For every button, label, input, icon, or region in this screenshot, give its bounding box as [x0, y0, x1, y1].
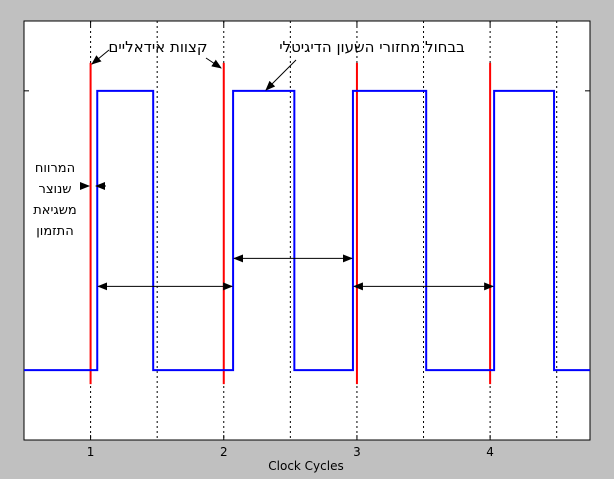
annotation-digital-signal: בבחול מחזורי השעון הדיגיטלי: [279, 38, 465, 56]
annotation-jitter-line-4: התזמון: [36, 224, 73, 239]
annotation-jitter-line-3: משגיאת: [33, 203, 77, 218]
x-tick-label: 1: [87, 445, 95, 459]
pointer-ideal-edge-left: [91, 49, 110, 65]
annotation-jitter-line-2: שנוצר: [38, 182, 71, 197]
x-axis-tick-labels: 1 2 3 4: [87, 445, 494, 459]
signal-series: [24, 89, 590, 372]
pointer-digital-signal: [265, 59, 297, 91]
signal-line: [24, 89, 590, 372]
ideal-edge-lines: [89, 62, 492, 385]
x-tick-label: 4: [486, 445, 494, 459]
annotation-ideal-edges: קצוות אידאליים: [108, 38, 207, 56]
pointer-ideal-edge-right: [205, 57, 222, 69]
x-tick-label: 2: [220, 445, 228, 459]
annotation-jitter-line-1: המרווח: [35, 161, 75, 176]
x-tick-label: 3: [353, 445, 361, 459]
x-axis-label: Clock Cycles: [268, 459, 343, 473]
plot-area: [23, 20, 591, 441]
period-arrows: [97, 254, 495, 291]
